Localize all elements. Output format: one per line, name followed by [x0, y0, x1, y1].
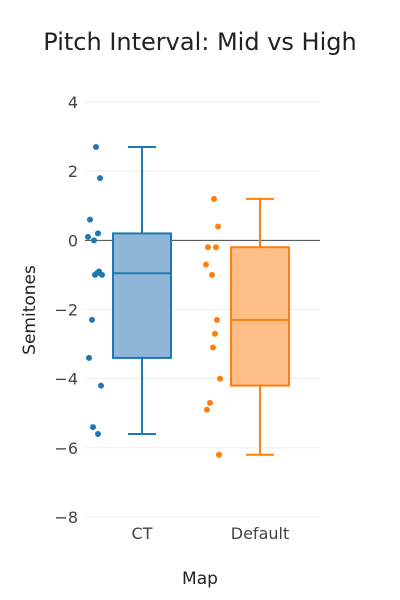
data-point [85, 233, 91, 240]
y-tick-label: −8 [54, 508, 78, 527]
series-ct [85, 143, 172, 437]
x-axis-label: Map [182, 569, 218, 589]
data-point [210, 344, 216, 351]
y-tick-label: −2 [54, 301, 78, 320]
x-tick-label: CT [132, 524, 153, 543]
y-tick-label: −4 [54, 370, 78, 389]
data-point [91, 237, 97, 244]
data-point [93, 143, 99, 150]
data-point [214, 316, 220, 323]
data-point [207, 399, 213, 406]
data-point [209, 271, 215, 278]
chart-title: Pitch Interval: Mid vs High [43, 28, 356, 56]
iqr-box [230, 246, 290, 387]
y-axis-label: Semitones [20, 265, 40, 355]
x-tick-label: Default [231, 524, 289, 543]
data-point [86, 354, 92, 361]
data-point [211, 195, 217, 202]
data-point [99, 271, 105, 278]
data-point [203, 261, 209, 268]
data-point [92, 271, 98, 278]
y-tick-label: 2 [68, 162, 78, 181]
y-tick-label: 0 [68, 231, 78, 250]
data-point [216, 451, 222, 458]
data-point [212, 330, 218, 337]
data-point [87, 216, 93, 223]
y-tick-label: 4 [68, 93, 78, 112]
data-point [205, 244, 211, 251]
series-layer [85, 143, 290, 458]
data-point [90, 424, 96, 431]
data-point [97, 175, 103, 182]
data-point [98, 382, 104, 389]
data-point [217, 375, 223, 382]
iqr-box [112, 232, 172, 359]
data-point [95, 230, 101, 237]
data-point [213, 244, 219, 251]
y-axis-ticks: 4 2 0 −2 −4 −6 −8 [54, 93, 78, 527]
data-point [89, 316, 95, 323]
data-point [204, 406, 210, 413]
data-point [95, 431, 101, 437]
y-tick-label: −6 [54, 439, 78, 458]
series-default [203, 195, 290, 458]
data-point [215, 223, 221, 230]
x-axis-ticks: CT Default [132, 524, 290, 543]
